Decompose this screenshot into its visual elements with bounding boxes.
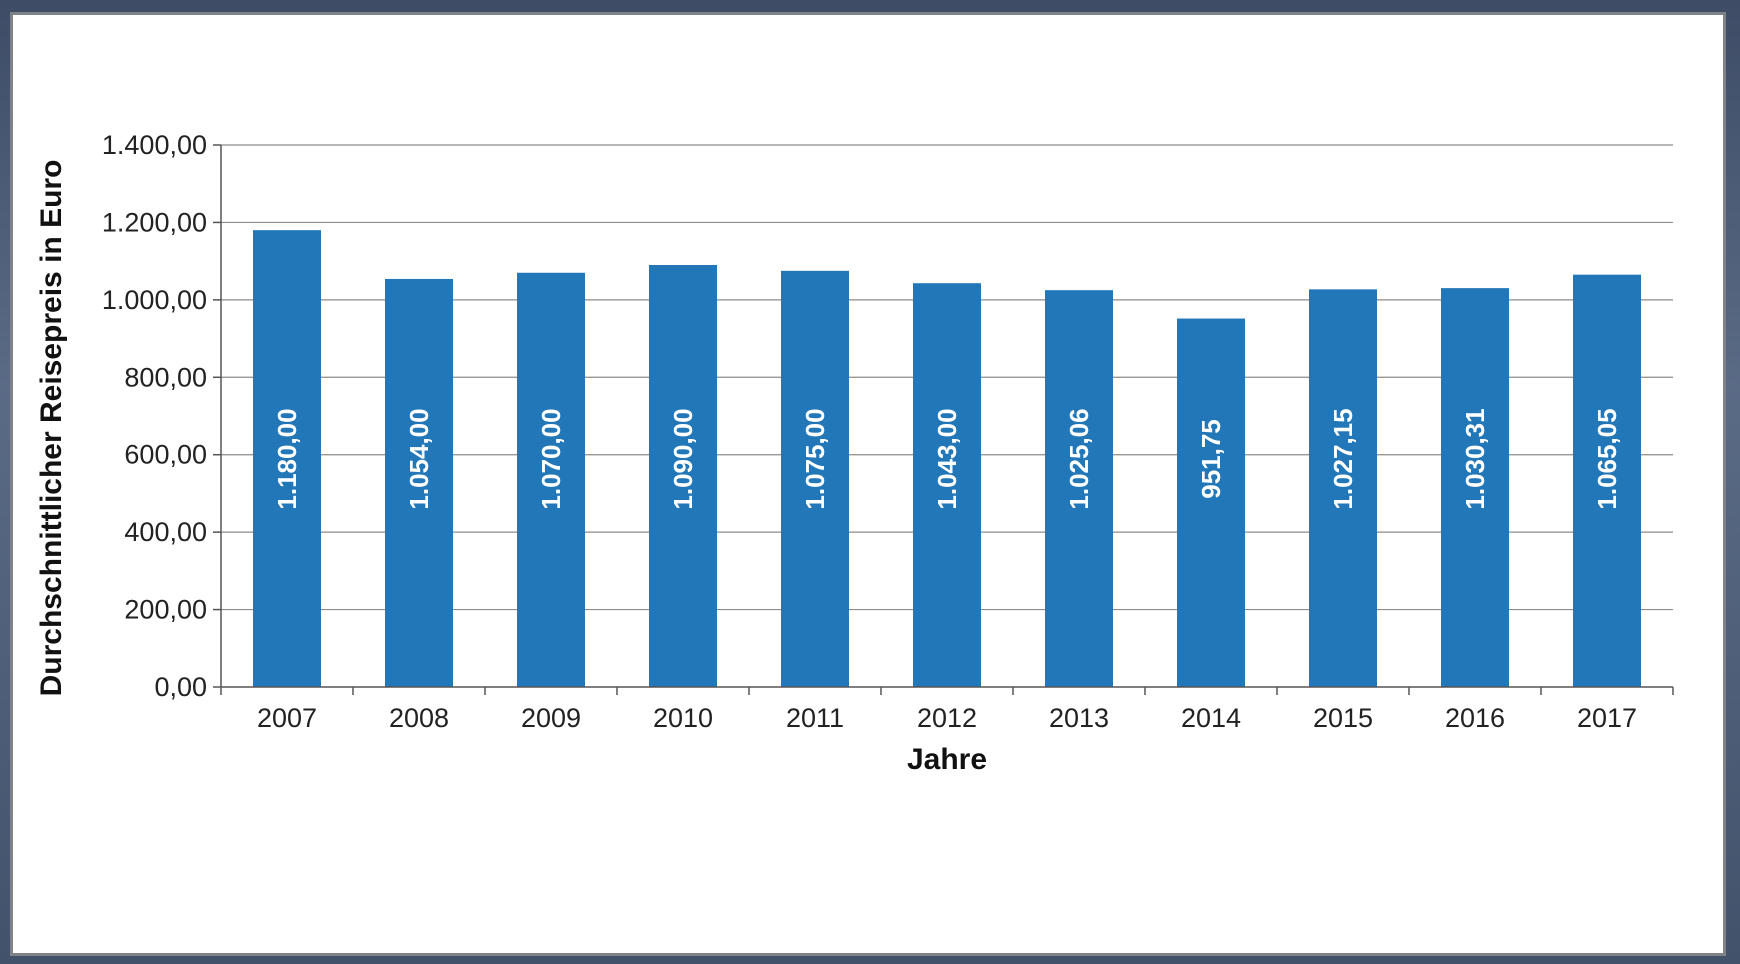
bar-2016 bbox=[1441, 288, 1509, 687]
bar-2009 bbox=[517, 272, 585, 687]
bar-2010 bbox=[649, 265, 717, 687]
data-label: 1.065,05 bbox=[1592, 408, 1622, 509]
data-label: 1.027,15 bbox=[1328, 408, 1358, 509]
x-tick-label: 2014 bbox=[1181, 703, 1241, 733]
data-label: 1.075,00 bbox=[800, 408, 830, 509]
data-labels: 1.180,00 1.054,00 1.070,00 1.090,00 1.075,00… bbox=[272, 408, 1622, 509]
bar-2008 bbox=[385, 278, 453, 687]
y-tick-label: 1.200,00 bbox=[102, 207, 207, 237]
x-tick-label: 2013 bbox=[1049, 703, 1109, 733]
bar-2012 bbox=[913, 283, 981, 687]
x-tick-labels: 2007 2008 2009 2010 2011 2012 2013 2014 2015 2016… bbox=[257, 703, 1637, 733]
x-tick-label: 2010 bbox=[653, 703, 713, 733]
data-label: 1.090,00 bbox=[668, 408, 698, 509]
x-tick-label: 2011 bbox=[786, 703, 844, 733]
data-label: 951,75 bbox=[1196, 419, 1226, 499]
bar-chart: 0,00 200,00 400,00 600,00 800,00 1.000,00 1.20… bbox=[35, 130, 1674, 776]
data-label: 1.070,00 bbox=[536, 408, 566, 509]
x-tick-label: 2012 bbox=[917, 703, 977, 733]
bars bbox=[253, 230, 1641, 687]
data-label: 1.025,06 bbox=[1064, 408, 1094, 509]
data-label: 1.054,00 bbox=[404, 408, 434, 509]
x-tick-label: 2008 bbox=[389, 703, 449, 733]
data-label: 1.180,00 bbox=[272, 408, 302, 509]
bar-2007 bbox=[253, 230, 321, 687]
x-tick-label: 2015 bbox=[1313, 703, 1373, 733]
axes bbox=[213, 144, 1674, 695]
bar-2017 bbox=[1573, 274, 1641, 687]
y-axis-title: Durchschnittlicher Reisepreis in Euro bbox=[35, 160, 68, 697]
y-tick-labels: 0,00 200,00 400,00 600,00 800,00 1.000,00 1.20… bbox=[102, 130, 207, 702]
x-tick-label: 2017 bbox=[1577, 703, 1637, 733]
x-tick-label: 2007 bbox=[257, 703, 317, 733]
x-axis-title: Jahre bbox=[907, 743, 987, 776]
y-tick-label: 600,00 bbox=[124, 440, 207, 470]
bar-2013 bbox=[1045, 290, 1113, 687]
y-tick-label: 400,00 bbox=[124, 517, 207, 547]
y-tick-label: 1.000,00 bbox=[102, 285, 207, 315]
bar-2015 bbox=[1309, 289, 1377, 687]
chart-panel: 0,00 200,00 400,00 600,00 800,00 1.000,00 1.20… bbox=[10, 12, 1726, 956]
x-tick-label: 2016 bbox=[1445, 703, 1505, 733]
data-label: 1.030,31 bbox=[1460, 408, 1490, 509]
y-tick-label: 200,00 bbox=[124, 595, 207, 625]
bar-2011 bbox=[781, 270, 849, 687]
y-tick-label: 0,00 bbox=[154, 672, 207, 702]
y-tick-label: 800,00 bbox=[124, 362, 207, 392]
x-tick-label: 2009 bbox=[521, 703, 581, 733]
y-tick-label: 1.400,00 bbox=[102, 130, 207, 160]
data-label: 1.043,00 bbox=[932, 408, 962, 509]
bar-2014 bbox=[1177, 318, 1245, 687]
